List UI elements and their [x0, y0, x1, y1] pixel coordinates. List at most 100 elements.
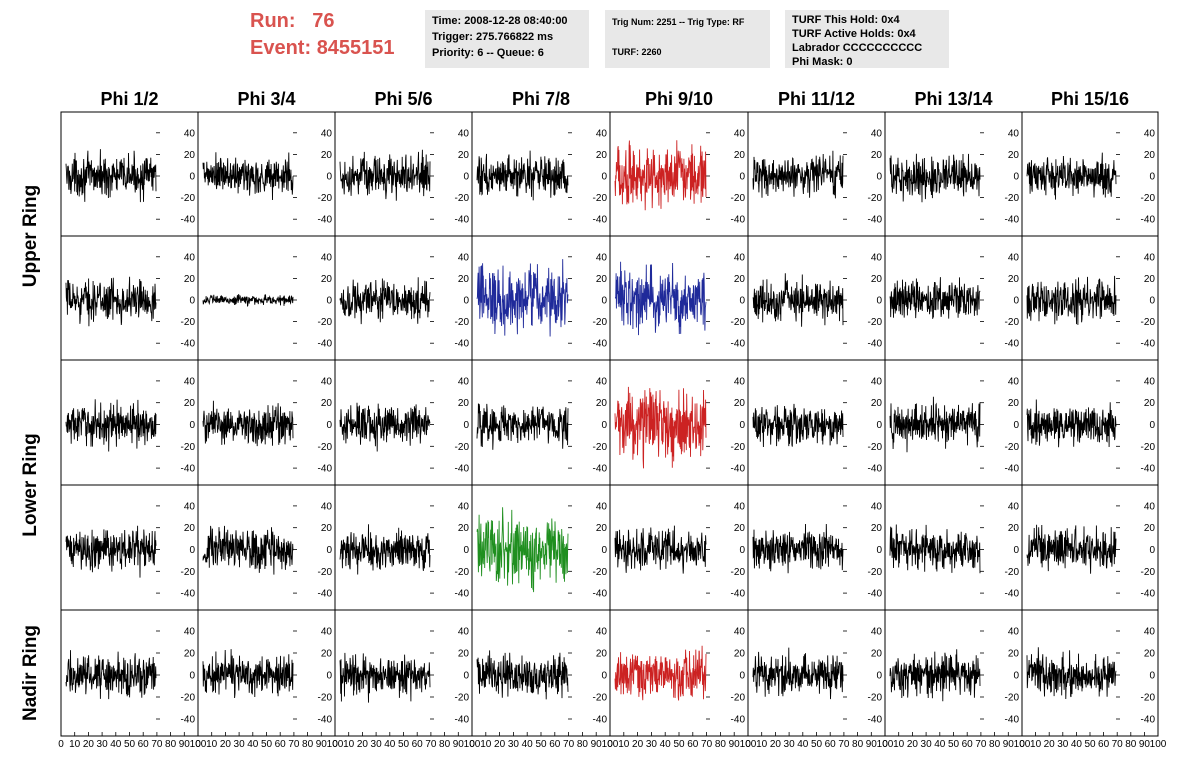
y-tick-label: -20: [1005, 317, 1020, 328]
y-tick-label: -40: [1005, 339, 1020, 350]
waveform-panel-r2-c5: -40 -20 0 20 40: [609, 235, 749, 361]
y-tick-label: -20: [731, 317, 746, 328]
x-tick-label: 20: [357, 739, 369, 750]
x-tick-label: 10: [618, 739, 630, 750]
x-tick-label: 30: [371, 739, 383, 750]
y-tick-label: 20: [1144, 649, 1156, 660]
y-tick-label: -20: [1141, 317, 1156, 328]
y-tick-label: -40: [1141, 215, 1156, 226]
x-tick-label: 20: [83, 739, 95, 750]
y-tick-label: 40: [871, 376, 883, 387]
y-tick-label: 40: [458, 627, 470, 638]
y-tick-label: -20: [1141, 693, 1156, 704]
x-tick-label: 30: [784, 739, 796, 750]
y-tick-label: -20: [181, 693, 196, 704]
x-tick-label: 10: [343, 739, 355, 750]
y-tick-label: 0: [463, 296, 469, 307]
x-tick-label: 70: [563, 739, 575, 750]
y-tick-label: 20: [871, 649, 883, 660]
y-tick-label: 40: [1144, 501, 1156, 512]
y-tick-label: 20: [458, 274, 470, 285]
x-tick-label: 90: [866, 739, 878, 750]
waveform-trace: [1026, 275, 1117, 325]
waveform-trace: [1026, 647, 1117, 700]
y-tick-label: 0: [739, 545, 745, 556]
waveform-trace: [339, 652, 431, 703]
y-tick-label: -20: [181, 317, 196, 328]
y-tick-label: -40: [318, 339, 333, 350]
waveform-panel-r4-c4: -40 -20 0 20 40: [471, 484, 611, 611]
y-tick-label: -40: [181, 464, 196, 475]
x-tick-label: 10: [206, 739, 218, 750]
x-tick-label: 100: [1014, 739, 1031, 750]
y-tick-label: 0: [739, 172, 745, 183]
x-tick-label: 20: [632, 739, 644, 750]
x-tick-label: 0: [332, 739, 338, 750]
waveform-panel-r4-c1: -40 -20 0 20 40: [60, 484, 199, 611]
x-tick-label: 90: [1003, 739, 1015, 750]
x-tick-label: 40: [384, 739, 396, 750]
y-tick-label: -40: [593, 215, 608, 226]
y-tick-label: 0: [1149, 296, 1155, 307]
trigger-info-box: Trig Num: 2251 -- Trig Type: RF TURF: 22…: [605, 10, 770, 68]
y-tick-label: 0: [739, 420, 745, 431]
x-tick-label: 60: [962, 739, 974, 750]
waveform-trace: [476, 403, 569, 450]
y-tick-label: 40: [321, 627, 333, 638]
y-tick-label: 0: [601, 545, 607, 556]
y-tick-label: -40: [318, 464, 333, 475]
x-tick-label: 10: [893, 739, 905, 750]
y-tick-label: 40: [596, 376, 608, 387]
y-tick-label: -40: [1141, 339, 1156, 350]
y-tick-label: 0: [1013, 420, 1019, 431]
x-tick-label: 100: [1150, 739, 1167, 750]
y-tick-label: 20: [734, 523, 746, 534]
y-tick-label: 40: [1144, 376, 1156, 387]
y-tick-label: 20: [321, 150, 333, 161]
y-tick-label: -20: [593, 442, 608, 453]
x-tick-label: 20: [770, 739, 782, 750]
x-tick-label: 10: [69, 739, 81, 750]
y-tick-label: 40: [596, 501, 608, 512]
y-tick-label: 20: [458, 398, 470, 409]
y-tick-label: 0: [739, 296, 745, 307]
x-tick-label: 80: [715, 739, 727, 750]
y-tick-label: 40: [184, 501, 196, 512]
y-tick-label: 20: [734, 649, 746, 660]
y-tick-label: 0: [739, 671, 745, 682]
y-tick-label: -40: [1005, 589, 1020, 600]
waveform-trace: [65, 525, 157, 578]
y-tick-label: 20: [871, 523, 883, 534]
x-tick-label: 80: [165, 739, 177, 750]
y-tick-label: -40: [455, 589, 470, 600]
x-tick-label: 50: [535, 739, 547, 750]
y-tick-label: -40: [181, 339, 196, 350]
y-tick-label: -40: [593, 464, 608, 475]
turf-hold-text: TURF This Hold: 0x4: [792, 14, 900, 26]
y-tick-label: -40: [1005, 215, 1020, 226]
y-tick-label: 40: [184, 252, 196, 263]
y-tick-label: 0: [463, 420, 469, 431]
y-tick-label: -40: [455, 215, 470, 226]
waveform-panel-r4-c8: -40 -20 0 20 40: [1021, 484, 1159, 611]
y-tick-label: 0: [601, 172, 607, 183]
column-header-1: Phi 1/2: [100, 89, 159, 109]
y-tick-label: 40: [734, 376, 746, 387]
y-tick-label: -20: [868, 567, 883, 578]
y-tick-label: -20: [731, 693, 746, 704]
y-tick-label: 20: [734, 150, 746, 161]
y-tick-label: 20: [596, 274, 608, 285]
waveform-panel-r3-c6: -40 -20 0 20 40: [747, 359, 886, 486]
y-tick-label: -20: [1141, 193, 1156, 204]
waveform-panel-r2-c3: -40 -20 0 20 40: [334, 235, 473, 361]
x-tick-label: 70: [838, 739, 850, 750]
y-tick-label: 40: [184, 128, 196, 139]
waveform-panel-r1-c8: -40 -20 0 20 40: [1021, 111, 1159, 237]
waveform-panel-r5-c6: -40 -20 0 20 40: [747, 609, 886, 737]
waveform-trace: [752, 403, 844, 448]
waveform-panel-r2-c2: -40 -20 0 20 40: [197, 235, 336, 361]
y-tick-label: -40: [593, 589, 608, 600]
waveform-trace: [614, 525, 707, 574]
event-value: 8455151: [316, 37, 395, 59]
x-tick-label: 80: [989, 739, 1001, 750]
